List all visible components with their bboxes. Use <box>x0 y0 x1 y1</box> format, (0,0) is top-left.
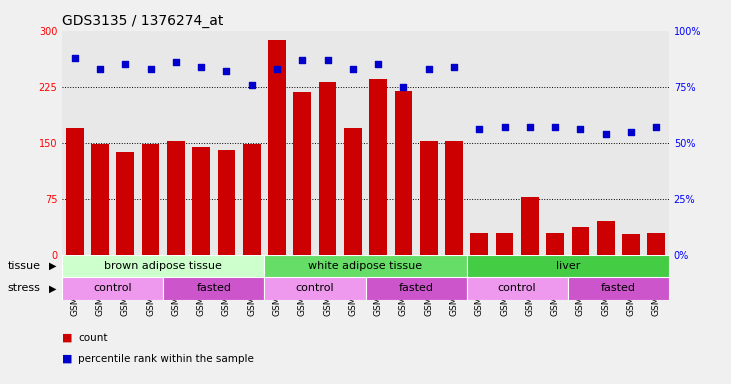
Bar <box>521 197 539 255</box>
Text: ▶: ▶ <box>49 283 56 293</box>
Bar <box>62 277 163 300</box>
Bar <box>268 40 286 255</box>
Point <box>271 66 283 72</box>
Bar <box>293 92 311 255</box>
Point <box>297 57 308 63</box>
Bar <box>572 227 589 255</box>
Text: GDS3135 / 1376274_at: GDS3135 / 1376274_at <box>62 14 224 28</box>
Point <box>549 124 561 130</box>
Point <box>575 126 586 132</box>
Bar <box>116 152 135 255</box>
Bar <box>546 233 564 255</box>
Point <box>221 68 232 74</box>
Point <box>195 63 207 70</box>
Point <box>651 124 662 130</box>
Text: fasted: fasted <box>398 283 433 293</box>
Point <box>145 66 156 72</box>
Point <box>246 81 257 88</box>
Bar <box>344 128 362 255</box>
Text: ■: ■ <box>62 333 76 343</box>
Bar <box>66 128 83 255</box>
Text: count: count <box>78 333 107 343</box>
Text: liver: liver <box>556 261 580 271</box>
Bar <box>366 277 466 300</box>
Point <box>398 84 409 90</box>
Point <box>119 61 131 68</box>
Text: control: control <box>498 283 537 293</box>
Bar <box>420 141 438 255</box>
Bar <box>445 141 463 255</box>
Text: brown adipose tissue: brown adipose tissue <box>105 261 222 271</box>
Text: stress: stress <box>7 283 40 293</box>
Text: ■: ■ <box>62 354 76 364</box>
Text: ▶: ▶ <box>49 261 56 271</box>
Point <box>625 129 637 135</box>
Text: fasted: fasted <box>601 283 636 293</box>
Bar <box>218 150 235 255</box>
Bar <box>142 144 159 255</box>
Point <box>423 66 434 72</box>
Text: fasted: fasted <box>197 283 231 293</box>
Bar <box>265 277 366 300</box>
Point <box>94 66 106 72</box>
Point <box>322 57 333 63</box>
Bar <box>62 255 265 277</box>
Point <box>372 61 384 68</box>
Text: percentile rank within the sample: percentile rank within the sample <box>78 354 254 364</box>
Bar <box>265 255 466 277</box>
Bar <box>471 233 488 255</box>
Bar <box>496 233 513 255</box>
Point <box>170 59 182 65</box>
Bar <box>466 255 669 277</box>
Point <box>499 124 510 130</box>
Text: tissue: tissue <box>7 261 40 271</box>
Bar <box>163 277 265 300</box>
Bar <box>648 233 665 255</box>
Text: white adipose tissue: white adipose tissue <box>308 261 423 271</box>
Point <box>474 126 485 132</box>
Point <box>524 124 536 130</box>
Bar <box>369 79 387 255</box>
Text: control: control <box>94 283 132 293</box>
Bar <box>319 81 336 255</box>
Bar <box>596 221 615 255</box>
Point <box>347 66 359 72</box>
Point <box>448 63 460 70</box>
Point <box>600 131 612 137</box>
Text: control: control <box>295 283 334 293</box>
Bar <box>167 141 185 255</box>
Bar <box>466 277 568 300</box>
Bar <box>622 234 640 255</box>
Bar <box>395 91 412 255</box>
Bar <box>243 144 260 255</box>
Bar <box>568 277 669 300</box>
Bar <box>192 147 210 255</box>
Point <box>69 55 80 61</box>
Bar <box>91 144 109 255</box>
